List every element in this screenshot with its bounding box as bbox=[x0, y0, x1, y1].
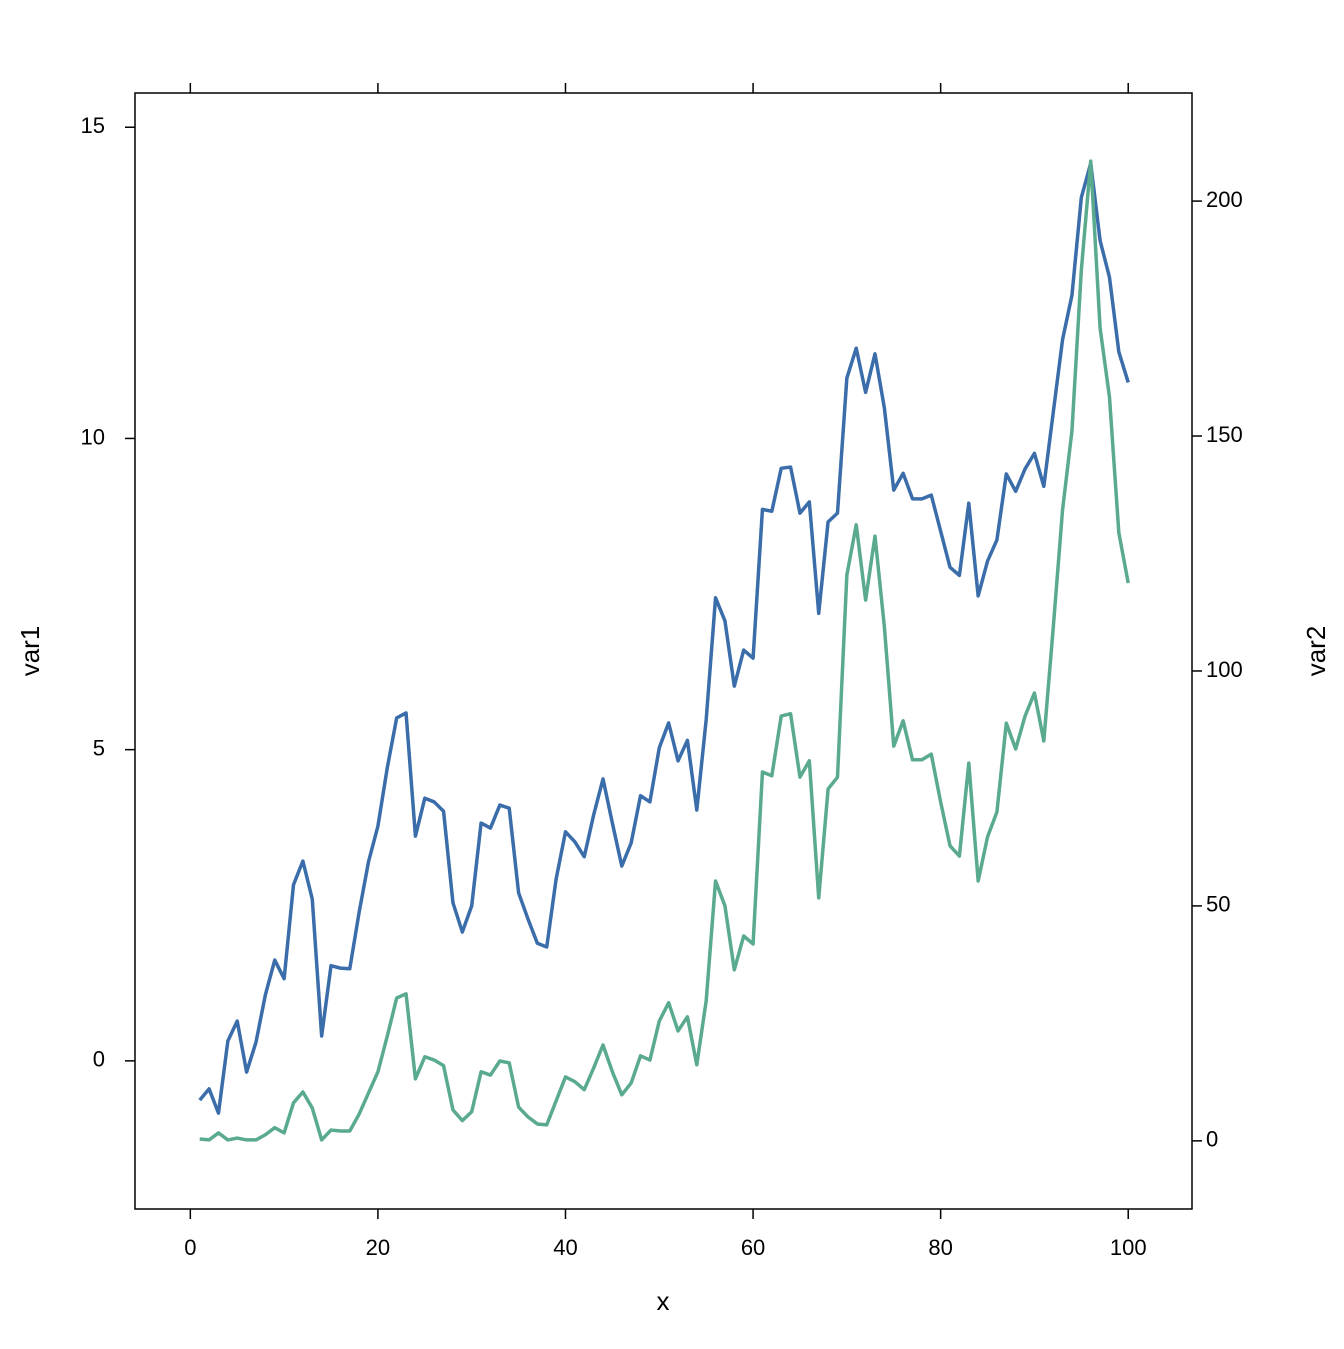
y2-tick-label: 0 bbox=[1206, 1127, 1218, 1152]
y-tick-label: 10 bbox=[81, 424, 105, 449]
y-tick-label: 5 bbox=[93, 735, 105, 760]
panel bbox=[134, 92, 1193, 1210]
series-line bbox=[199, 159, 1130, 1142]
y2-tick-label: 100 bbox=[1206, 657, 1243, 682]
y-axis-label: var1 bbox=[15, 626, 45, 677]
series-line bbox=[198, 161, 1130, 1115]
x-tick-label: 100 bbox=[1110, 1235, 1147, 1260]
y-tick-label: 0 bbox=[93, 1047, 105, 1072]
x-tick-label: 80 bbox=[928, 1235, 952, 1260]
x-tick-label: 20 bbox=[366, 1235, 390, 1260]
x-tick-label: 0 bbox=[184, 1235, 196, 1260]
y2-tick-label: 200 bbox=[1206, 187, 1243, 212]
x-tick-label: 40 bbox=[553, 1235, 577, 1260]
y-tick-label: 15 bbox=[81, 113, 105, 138]
y2-tick-label: 150 bbox=[1206, 422, 1243, 447]
x-tick-label: 60 bbox=[741, 1235, 765, 1260]
y2-axis-label: var2 bbox=[1301, 626, 1331, 677]
x-axis-label: x bbox=[657, 1286, 670, 1316]
y2-tick-label: 50 bbox=[1206, 892, 1230, 917]
